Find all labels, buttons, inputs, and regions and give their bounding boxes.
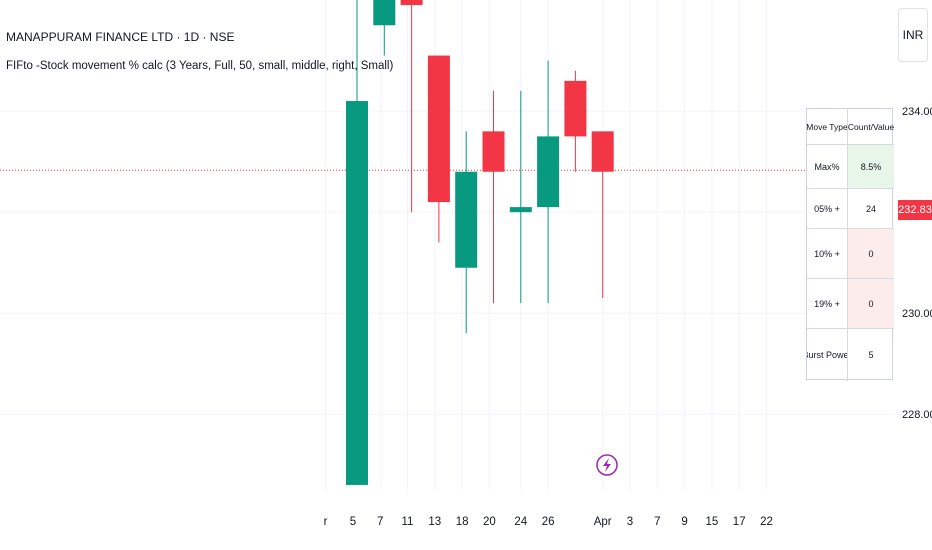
y-tick-label: 228.00 — [902, 409, 932, 421]
indicator-title[interactable]: FIFto -Stock movement % calc (3 Years, F… — [6, 60, 394, 72]
x-tick-label: 9 — [681, 516, 687, 528]
table-cell-value: 0 — [848, 279, 894, 329]
table-cell-type: Max% — [807, 145, 848, 189]
y-tick-label: 234.00 — [902, 106, 932, 118]
x-tick-label: 15 — [706, 516, 719, 528]
x-tick-label: Apr — [594, 516, 612, 528]
last-price-tag: 232.83 — [898, 200, 932, 220]
x-tick-label: 18 — [456, 516, 469, 528]
table-cell-value: 24 — [848, 189, 894, 229]
table-cell-value: 0 — [848, 229, 894, 279]
price-axis[interactable]: 234.00232.00230.00228.00 — [902, 106, 932, 421]
x-tick-label: 13 — [428, 516, 441, 528]
table-cell-type: 05% + — [807, 189, 848, 229]
candle-body — [537, 136, 560, 208]
candle-body — [427, 55, 450, 203]
candle-body — [346, 101, 368, 485]
table-header-count-value: Count/Value — [848, 109, 894, 145]
candles — [346, 0, 618, 485]
candle-body — [564, 80, 587, 137]
x-tick-label: 11 — [402, 516, 414, 528]
candle-body — [591, 131, 614, 172]
x-tick-label: 22 — [760, 516, 773, 528]
table-cell-type: Burst Power — [807, 329, 848, 381]
y-tick-label: 230.00 — [902, 308, 932, 320]
x-tick-label: 26 — [542, 516, 555, 528]
candle-body — [509, 207, 532, 213]
x-tick-label: 7 — [654, 516, 660, 528]
x-tick-label: r — [324, 516, 328, 528]
candle-body — [455, 171, 478, 268]
currency-button[interactable]: INR — [898, 8, 928, 62]
stats-table: Move Type Count/Value Max% 8.5% 05% + 24… — [806, 108, 894, 381]
candle-body — [400, 0, 423, 6]
table-cell-value: 5 — [868, 350, 874, 360]
lightning-bolt — [603, 458, 611, 472]
x-tick-label: 3 — [627, 516, 633, 528]
x-tick-label: 7 — [377, 516, 383, 528]
x-tick-label: 20 — [483, 516, 496, 528]
x-tick-label: 24 — [514, 516, 527, 528]
table-header-move-type: Move Type — [807, 109, 848, 145]
candle-body — [373, 0, 396, 26]
table-cell-type: 10% + — [807, 229, 848, 279]
time-axis[interactable]: r 5 7 11 13 18 20 24 26 Apr 3 7 9 15 17 22 — [324, 516, 773, 528]
x-tick-label: 17 — [733, 516, 746, 528]
table-cell-value: 8.5% — [848, 145, 894, 189]
table-cell-type: 19% + — [807, 279, 848, 329]
symbol-title[interactable]: MANAPPURAM FINANCE LTD · 1D · NSE — [6, 30, 235, 44]
x-tick-label: 5 — [350, 516, 356, 528]
candle-body — [482, 131, 505, 172]
